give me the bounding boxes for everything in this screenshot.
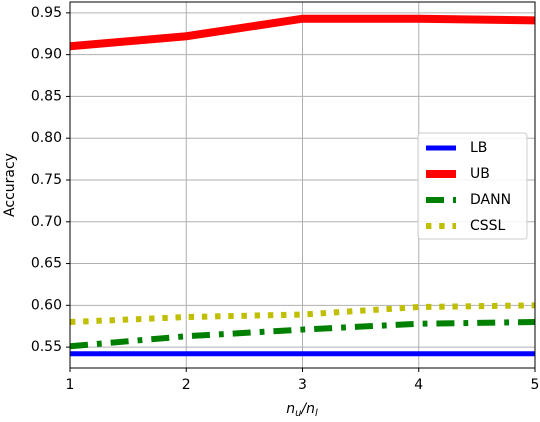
- legend-box: [417, 132, 528, 240]
- x-tick-label: 4: [414, 377, 423, 393]
- x-label-part: l: [315, 408, 318, 419]
- plot-frame: [69, 1, 536, 369]
- series-line: [69, 319, 536, 350]
- y-tick-label: 0.65: [31, 256, 62, 272]
- x-tick-label: 2: [182, 377, 191, 393]
- legend: LB UB DANN CSSL: [417, 132, 528, 240]
- x-label-part: n: [286, 401, 295, 417]
- x-axis-label: nu/nl: [286, 401, 318, 419]
- legend-label: UB: [470, 166, 490, 182]
- x-label-part: /: [299, 401, 307, 417]
- y-axis-label: Accuracy: [2, 153, 18, 217]
- y-tick-label: 0.70: [31, 214, 62, 230]
- legend-label: LB: [470, 140, 487, 156]
- x-tick-label: 1: [66, 377, 75, 393]
- y-tick-label: 0.60: [31, 297, 62, 313]
- legend-label: DANN: [470, 192, 511, 208]
- x-label-part: n: [306, 401, 315, 417]
- series-line: [69, 14, 536, 51]
- y-tick-label: 0.90: [31, 47, 62, 63]
- legend-label: CSSL: [470, 218, 506, 234]
- y-tick-label: 0.55: [31, 339, 62, 355]
- x-tick-label: 5: [531, 377, 540, 393]
- x-tick-label: 3: [298, 377, 307, 393]
- y-tick-label: 0.80: [31, 130, 62, 146]
- series-line: [69, 302, 536, 326]
- y-tick-label: 0.95: [31, 5, 62, 21]
- y-tick-label: 0.75: [31, 172, 62, 188]
- y-tick-label: 0.85: [31, 88, 62, 104]
- x-label-part: u: [295, 408, 301, 419]
